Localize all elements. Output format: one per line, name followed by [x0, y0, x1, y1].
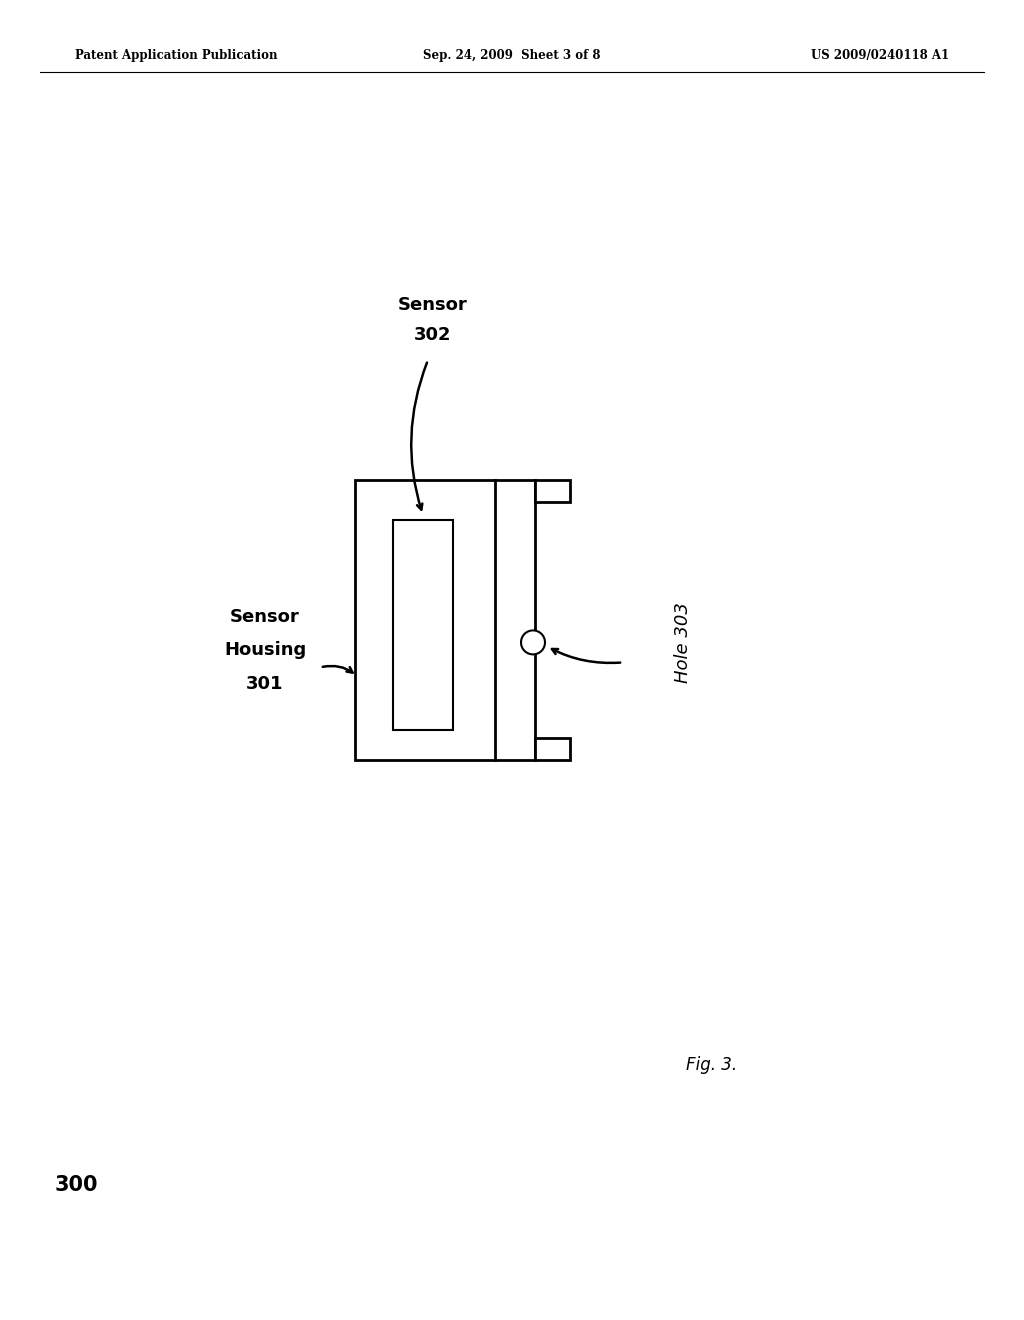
Text: Sensor: Sensor: [398, 296, 468, 314]
Bar: [393, 520, 453, 730]
Text: Housing: Housing: [224, 642, 306, 660]
Text: US 2009/0240118 A1: US 2009/0240118 A1: [811, 49, 949, 62]
Text: Patent Application Publication: Patent Application Publication: [75, 49, 278, 62]
Text: 302: 302: [415, 326, 452, 345]
Bar: [535, 480, 570, 502]
Text: Sep. 24, 2009  Sheet 3 of 8: Sep. 24, 2009 Sheet 3 of 8: [423, 49, 601, 62]
Bar: [535, 738, 570, 760]
Text: Sensor: Sensor: [230, 609, 300, 627]
Text: Hole 303: Hole 303: [674, 602, 692, 682]
Text: 300: 300: [55, 1175, 98, 1195]
Text: 301: 301: [246, 676, 284, 693]
Circle shape: [521, 631, 545, 655]
Bar: [355, 480, 535, 760]
Text: Fig. 3.: Fig. 3.: [686, 1056, 737, 1074]
